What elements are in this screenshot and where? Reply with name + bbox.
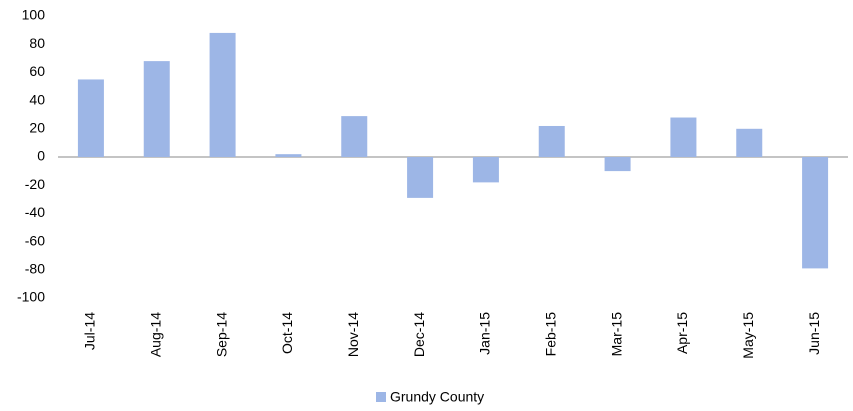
y-tick-label: -60	[25, 232, 45, 248]
x-tick-label: Oct-14	[279, 312, 295, 354]
x-tick-label: Jun-15	[806, 312, 822, 355]
x-tick-label: Jan-15	[477, 312, 493, 355]
bar	[670, 117, 697, 157]
y-tick-label: 40	[29, 91, 45, 107]
x-tick-label: Aug-14	[147, 312, 163, 357]
bar	[472, 157, 499, 183]
y-tick-label: -100	[17, 289, 45, 305]
y-tick-label: 60	[29, 63, 45, 79]
legend-swatch	[376, 392, 386, 402]
legend-label: Grundy County	[390, 389, 484, 405]
y-tick-label: 80	[29, 35, 45, 51]
bar	[538, 125, 565, 157]
bar	[143, 61, 170, 158]
x-tick-label: Nov-14	[345, 312, 361, 357]
bar	[736, 128, 763, 157]
y-tick-label: 100	[22, 7, 46, 23]
bar	[604, 157, 631, 172]
y-tick-label: -40	[25, 204, 45, 220]
bar	[802, 157, 829, 269]
x-tick-label: Mar-15	[608, 312, 624, 357]
y-tick-label: 0	[37, 148, 45, 164]
y-tick-label: -20	[25, 176, 45, 192]
bar	[209, 32, 236, 157]
x-tick-label: Jul-14	[82, 312, 98, 350]
y-tick-label: 20	[29, 120, 45, 136]
y-tick-label: -80	[25, 261, 45, 277]
x-tick-label: Sep-14	[213, 312, 229, 357]
x-tick-label: Dec-14	[411, 312, 427, 357]
bar	[407, 157, 434, 198]
bar	[341, 116, 368, 157]
x-tick-label: Apr-15	[674, 312, 690, 354]
x-tick-label: Feb-15	[542, 312, 558, 357]
x-tick-label: May-15	[740, 312, 756, 359]
bar	[275, 154, 302, 157]
bar	[77, 79, 104, 157]
